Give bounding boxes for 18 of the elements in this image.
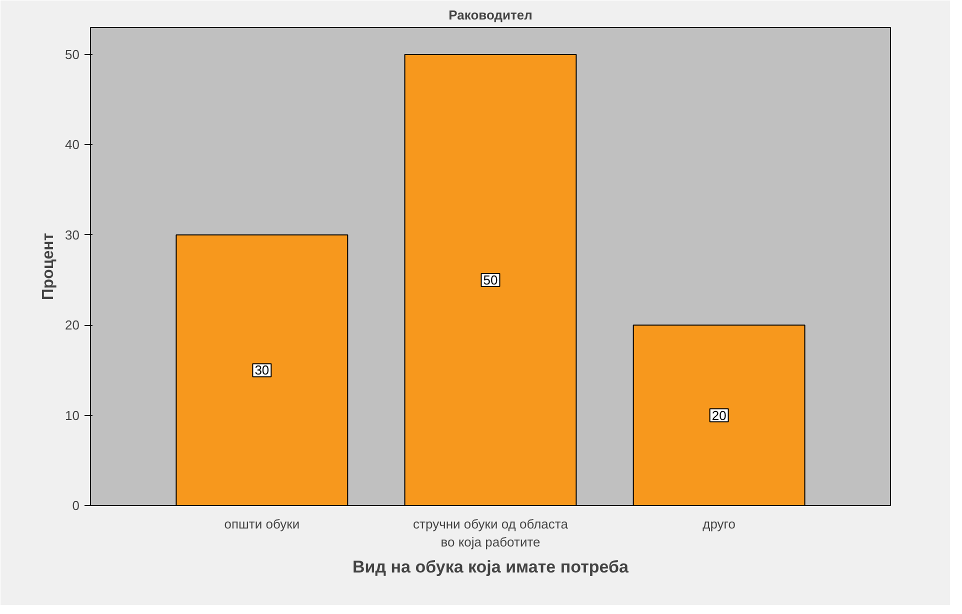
y-axis-title: Процент [40,232,58,300]
x-tick-label: општи обуки [224,516,300,532]
y-tick-label: 50 [65,47,80,62]
y-tick-label: 10 [65,408,80,423]
data-label: 20 [712,408,726,423]
data-label: 50 [483,272,498,288]
x-tick-label: друго [702,516,736,532]
bar [404,54,577,506]
chart-title: Раководител [448,8,532,22]
y-tick-label: 20 [65,318,80,333]
y-tick-label: 40 [65,137,80,152]
x-axis-title: Вид на обука која имате потреба [352,558,630,576]
data-label: 30 [254,362,270,378]
y-tick-label: 30 [65,227,80,242]
y-tick-label: 0 [72,498,80,513]
bar [176,234,348,506]
bar [632,324,806,506]
x-tick-label: стручни обуки од областа во која работите [413,516,569,550]
